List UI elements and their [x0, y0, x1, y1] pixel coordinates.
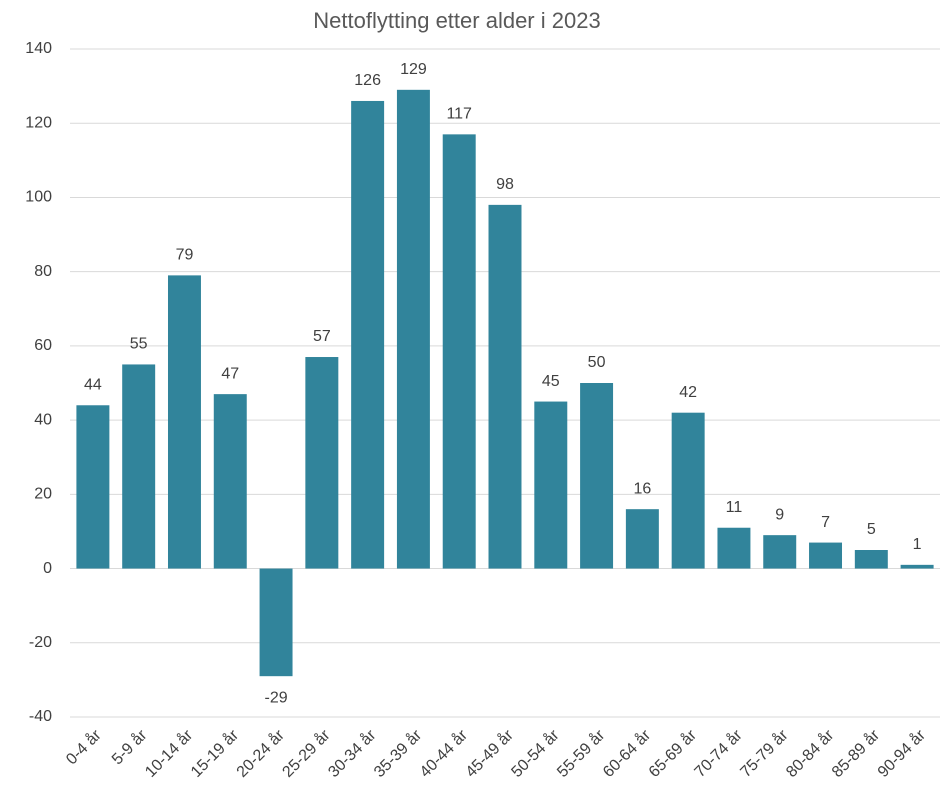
bar	[488, 204, 522, 569]
x-tick-label: 70-74 år	[691, 726, 746, 781]
data-label: 50	[588, 354, 606, 371]
data-label: 129	[400, 61, 427, 78]
x-tick-label: 10-14 år	[141, 726, 196, 781]
data-label: 7	[821, 514, 830, 531]
bar	[809, 542, 843, 569]
bar	[213, 394, 247, 569]
data-label: 126	[354, 72, 381, 89]
data-label: -29	[264, 689, 287, 706]
data-label: 45	[542, 373, 560, 390]
bar	[396, 89, 430, 569]
x-tick-label: 55-59 år	[554, 726, 609, 781]
bar	[167, 275, 201, 569]
data-label: 16	[633, 480, 651, 497]
y-tick-label: -40	[29, 708, 52, 725]
bar	[580, 383, 614, 569]
bar	[305, 357, 339, 569]
bar	[76, 405, 110, 569]
x-tick-label: 45-49 år	[462, 726, 517, 781]
x-tick-label: 75-79 år	[737, 726, 792, 781]
data-label: 57	[313, 328, 331, 345]
x-tick-label: 90-94 år	[874, 726, 929, 781]
x-tick-label: 40-44 år	[416, 726, 471, 781]
bar	[259, 568, 293, 677]
y-tick-label: 120	[25, 114, 52, 131]
bar	[717, 527, 751, 569]
chart-title: Nettoflytting etter alder i 2023	[313, 8, 600, 33]
y-tick-label: 40	[34, 411, 52, 428]
y-tick-label: -20	[29, 634, 52, 651]
data-label: 42	[679, 384, 697, 401]
data-label: 98	[496, 176, 514, 193]
bar	[671, 412, 705, 569]
y-tick-label: 20	[34, 486, 52, 503]
y-tick-label: 140	[25, 40, 52, 57]
x-tick-label: 65-69 år	[645, 726, 700, 781]
x-tick-label: 50-54 år	[508, 726, 563, 781]
data-label: 5	[867, 521, 876, 538]
data-label: 79	[176, 247, 194, 264]
y-tick-label: 0	[43, 560, 52, 577]
data-label: 47	[221, 365, 239, 382]
x-tick-label: 35-39 år	[370, 726, 425, 781]
x-tick-label: 20-24 år	[233, 726, 288, 781]
x-tick-label: 80-84 år	[782, 726, 837, 781]
x-tick-label: 30-34 år	[325, 726, 380, 781]
data-label: 44	[84, 376, 102, 393]
data-label: 9	[775, 506, 784, 523]
data-label: 1	[913, 536, 922, 553]
x-tick-label: 25-29 år	[279, 726, 334, 781]
y-tick-label: 80	[34, 263, 52, 280]
bar	[351, 100, 385, 569]
y-tick-label: 60	[34, 337, 52, 354]
y-tick-label: 100	[25, 189, 52, 206]
data-label: 11	[726, 499, 743, 516]
bar	[534, 401, 568, 569]
x-tick-label: 15-19 år	[187, 726, 242, 781]
bar	[900, 564, 934, 569]
x-tick-label: 0-4 år	[62, 726, 105, 769]
data-label: 55	[130, 336, 148, 353]
bar	[763, 535, 797, 569]
x-tick-label: 60-64 år	[599, 726, 654, 781]
bar	[442, 134, 476, 569]
bar	[122, 364, 156, 569]
x-tick-label: 85-89 år	[828, 726, 883, 781]
x-tick-label: 5-9 år	[108, 726, 151, 769]
data-label: 117	[446, 106, 472, 123]
bar	[854, 550, 888, 569]
bar	[625, 509, 659, 569]
